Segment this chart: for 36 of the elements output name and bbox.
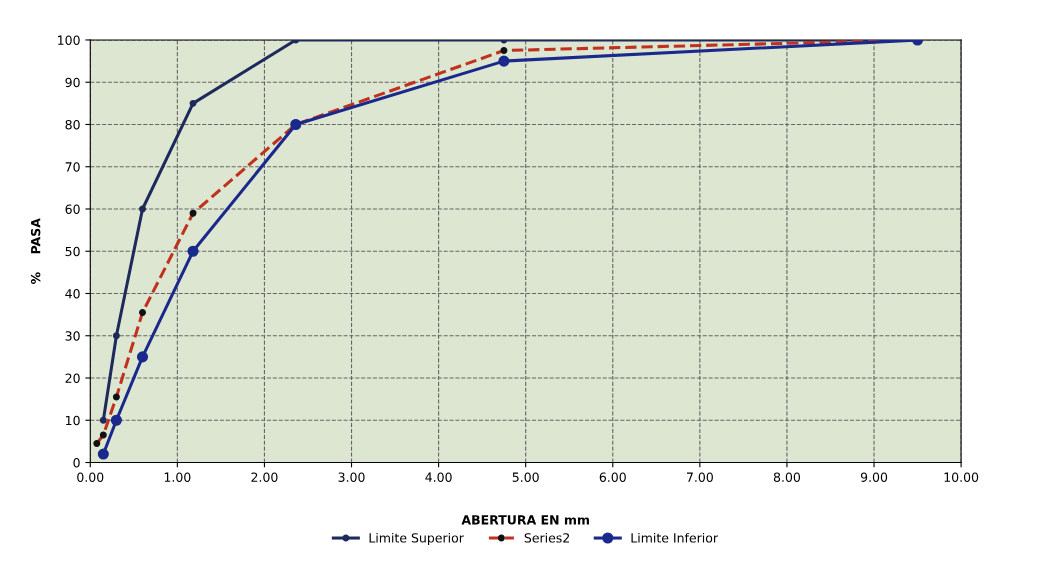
x-tick-label: 8.00 [773, 472, 801, 482]
legend-label: Limite Superior [369, 532, 464, 546]
point [136, 351, 149, 363]
x-axis-title: ABERTURA EN mm [461, 515, 589, 525]
legend-label: Series2 [524, 532, 570, 543]
x-tick-label: 10.00 [944, 472, 979, 482]
x-tick-label: 3.00 [338, 472, 365, 482]
x-tick-label: 2.00 [251, 472, 278, 482]
x-tick-label: 6.00 [599, 472, 626, 482]
y-tick-label: 70 [65, 162, 80, 172]
legend-label: Limite Inferior [631, 532, 719, 543]
y-tick-label: 20 [65, 373, 80, 383]
x-tick-label: 0.00 [77, 472, 104, 482]
x-tick-label: 5.00 [512, 472, 539, 482]
point [97, 448, 109, 460]
y-tick-label: 100 [58, 35, 80, 45]
point [112, 332, 120, 340]
point [139, 205, 146, 213]
x-tick-label: 4.00 [425, 472, 452, 482]
y-tick-label: 10 [66, 415, 80, 426]
point [99, 416, 107, 424]
y-axis-title: % PASA [30, 218, 41, 284]
y-tick-label: 60 [65, 204, 80, 214]
point [187, 245, 199, 257]
y-tick-label: 90 [65, 77, 80, 88]
point [189, 99, 197, 107]
y-tick-label: 50 [65, 246, 80, 257]
y-tick-label: 40 [65, 288, 80, 299]
y-tick-label: 30 [65, 331, 80, 341]
x-tick-label: 9.00 [860, 472, 888, 482]
y-tick-label: 0 [73, 457, 80, 468]
x-tick-label: 7.00 [686, 472, 713, 482]
y-tick-label: 80 [65, 119, 80, 130]
x-tick-label: 1.00 [164, 472, 191, 482]
point [110, 414, 122, 426]
point [498, 55, 510, 67]
